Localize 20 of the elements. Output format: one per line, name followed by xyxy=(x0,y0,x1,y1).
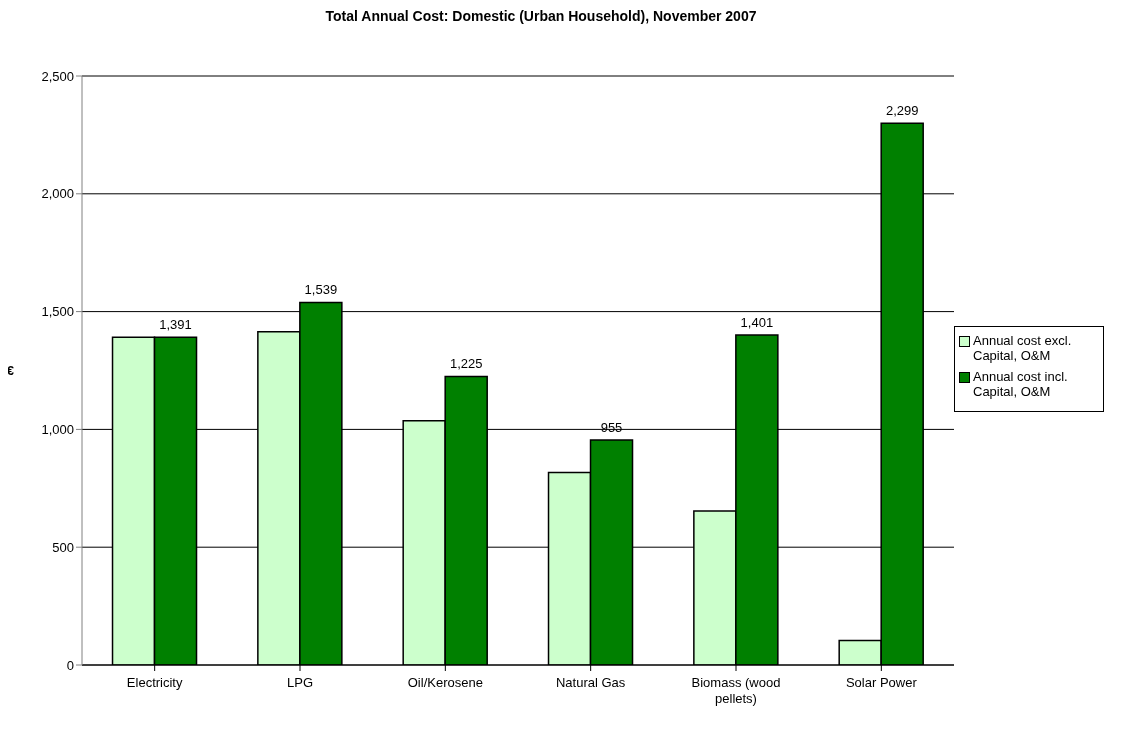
y-tick-label: 1,500 xyxy=(41,304,74,320)
y-tick-label: 1,000 xyxy=(41,422,74,438)
data-label: 1,225 xyxy=(449,356,483,372)
legend-label: Annual cost incl. Capital, O&M xyxy=(973,369,1069,399)
data-label: 1,401 xyxy=(740,314,774,330)
data-label: 1,539 xyxy=(304,282,338,298)
chart-title: Total Annual Cost: Domestic (Urban Household), November 2007 xyxy=(324,8,758,24)
y-tick-label: 0 xyxy=(66,657,74,673)
y-tick-label: 2,500 xyxy=(41,68,74,84)
x-tick-label: Solar Power xyxy=(845,675,918,690)
y-tick-label: 2,000 xyxy=(41,186,74,202)
x-tick-label: Biomass (wood pellets) xyxy=(691,675,781,706)
x-tick-label: Oil/Kerosene xyxy=(407,675,483,690)
x-tick-label: Natural Gas xyxy=(555,675,626,690)
data-label: 2,299 xyxy=(885,103,919,119)
x-tick-label: Electricity xyxy=(126,675,183,690)
y-tick-label: 500 xyxy=(52,539,74,555)
legend-label: Annual cost excl. Capital, O&M xyxy=(973,333,1073,363)
data-label: 1,391 xyxy=(159,317,192,333)
x-tick-label: LPG xyxy=(286,675,314,690)
